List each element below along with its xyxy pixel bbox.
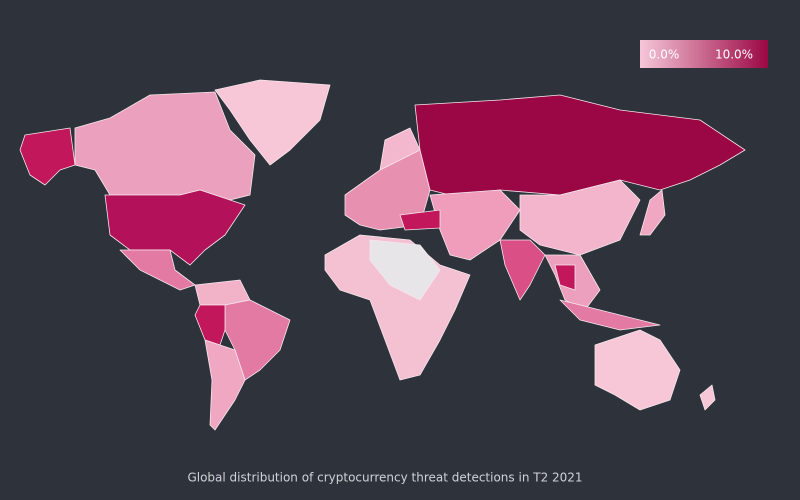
region — [519, 179, 641, 256]
region — [204, 339, 246, 431]
region — [369, 239, 441, 301]
region — [414, 94, 746, 196]
region — [429, 189, 521, 261]
region — [379, 127, 421, 171]
region — [399, 209, 441, 231]
region — [499, 239, 546, 301]
region — [214, 79, 331, 166]
legend-scale — [640, 40, 768, 68]
region — [559, 299, 661, 331]
caption: Global distribution of cryptocurrency th… — [187, 471, 582, 485]
legend: 0.0% 10.0% — [640, 40, 768, 68]
legend-max-label: 10.0% — [715, 48, 753, 62]
legend-min-label: 0.0% — [649, 48, 680, 62]
region — [74, 91, 256, 201]
region — [224, 299, 291, 381]
region — [639, 189, 666, 236]
region — [119, 249, 196, 291]
region — [594, 329, 681, 411]
region — [104, 189, 246, 266]
region — [699, 384, 716, 411]
world-map — [19, 79, 746, 431]
region — [554, 264, 576, 291]
region — [19, 127, 76, 186]
